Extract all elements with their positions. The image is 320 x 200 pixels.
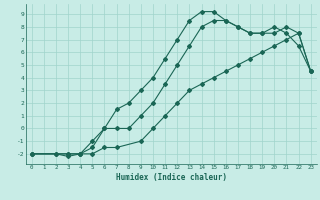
X-axis label: Humidex (Indice chaleur): Humidex (Indice chaleur) [116, 173, 227, 182]
